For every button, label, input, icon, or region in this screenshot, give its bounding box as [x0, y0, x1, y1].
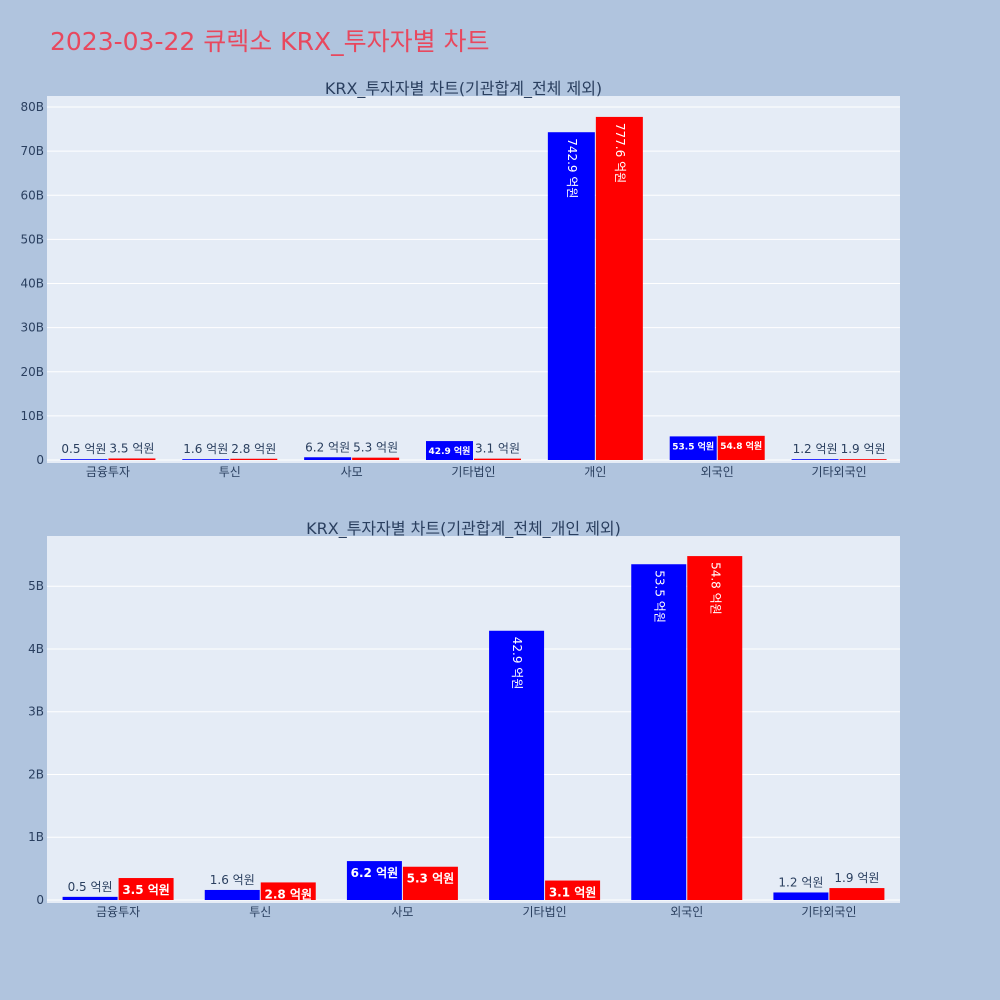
bar	[352, 457, 400, 460]
y-tick-label: 2B	[28, 767, 44, 781]
x-tick-label: 투신	[249, 905, 271, 919]
bar	[204, 889, 260, 900]
bar	[687, 556, 743, 900]
data-label: 3.1 억원	[475, 442, 520, 456]
x-tick-label: 개인	[584, 465, 606, 479]
data-label: 0.5 억원	[61, 442, 106, 456]
bar	[402, 866, 458, 900]
bar	[595, 116, 643, 460]
bar	[773, 892, 829, 900]
x-tick-label: 투신	[219, 465, 241, 479]
bar	[304, 457, 352, 460]
y-tick-label: 40B	[20, 277, 44, 291]
bar	[426, 441, 473, 460]
x-tick-label: 외국인	[701, 465, 734, 479]
bar	[118, 878, 174, 900]
y-tick-label: 5B	[28, 579, 44, 593]
bar	[547, 132, 595, 460]
data-label: 3.1 억원	[549, 886, 597, 900]
bar	[260, 882, 316, 900]
y-tick-label: 1B	[28, 830, 44, 844]
data-label: 1.9 억원	[841, 442, 886, 456]
data-label: 5.3 억원	[407, 872, 455, 886]
page-title: 2023-03-22 큐렉소 KRX_투자자별 차트	[50, 27, 490, 56]
x-tick-label: 기타외국인	[801, 905, 856, 919]
x-tick-label: 사모	[391, 905, 413, 919]
y-tick-label: 70B	[20, 144, 44, 158]
bar	[60, 459, 108, 460]
x-tick-label: 기타법인	[522, 905, 566, 919]
data-label: 53.5 억원	[672, 440, 714, 452]
bar	[346, 861, 402, 900]
chart-title: KRX_투자자별 차트(기관합계_전체 제외)	[325, 79, 602, 99]
y-tick-label: 10B	[20, 409, 44, 423]
y-tick-label: 50B	[20, 232, 44, 246]
data-label: 42.9 억원	[510, 637, 524, 690]
bar	[182, 459, 230, 460]
y-tick-label: 3B	[28, 705, 44, 719]
bar	[108, 458, 156, 460]
y-tick-label: 0	[36, 453, 44, 467]
data-label: 1.9 억원	[834, 871, 879, 885]
plot-area	[47, 96, 900, 463]
x-tick-label: 사모	[341, 465, 363, 479]
data-label: 5.3 억원	[353, 441, 398, 455]
bar	[669, 436, 717, 460]
plot-area	[47, 536, 900, 903]
data-label: 42.9 억원	[429, 445, 471, 457]
data-label: 1.6 억원	[183, 442, 228, 456]
bar	[474, 458, 521, 460]
data-label: 2.8 억원	[264, 887, 312, 901]
chart-top: 0 10B 20B 30B 40B 50B 60B 70B 80B KRX_투자자별 차트(기관합…	[20, 79, 900, 479]
data-label: 6.2 억원	[351, 866, 399, 880]
y-tick-label: 4B	[28, 642, 44, 656]
x-tick-label: 외국인	[670, 905, 703, 919]
bar	[489, 630, 545, 900]
data-label: 3.5 억원	[109, 441, 154, 455]
data-label: 1.2 억원	[793, 442, 838, 456]
x-tick-label: 금융투자	[86, 465, 130, 479]
y-tick-label: 30B	[20, 321, 44, 335]
bar	[791, 459, 839, 460]
x-tick-label: 기타법인	[451, 465, 495, 479]
data-label: 53.5 억원	[652, 570, 666, 623]
data-label: 777.6 억원	[613, 123, 627, 183]
chart-bottom: 0 1B 2B 3B 4B 5B KRX_투자자별 차트(기관합계_전체_개인 제외) 금융투…	[28, 519, 900, 919]
bar	[631, 564, 687, 900]
x-tick-label: 기타외국인	[811, 465, 866, 479]
x-tick-label: 금융투자	[96, 905, 140, 919]
y-tick-label: 80B	[20, 100, 44, 114]
y-tick-label: 20B	[20, 365, 44, 379]
bar	[230, 458, 278, 460]
y-tick-label: 0	[36, 893, 44, 907]
data-label: 54.8 억원	[720, 440, 762, 452]
chart-title: KRX_투자자별 차트(기관합계_전체_개인 제외)	[306, 519, 621, 539]
bar	[839, 459, 887, 460]
data-label: 2.8 억원	[231, 442, 276, 456]
y-tick-label: 60B	[20, 188, 44, 202]
bar	[829, 888, 885, 900]
bar	[545, 880, 601, 900]
bar	[717, 435, 765, 460]
data-label: 1.6 억원	[210, 873, 255, 887]
data-label: 6.2 억원	[305, 440, 350, 454]
data-label: 54.8 억원	[708, 562, 722, 615]
data-label: 0.5 억원	[68, 880, 113, 894]
data-label: 1.2 억원	[778, 875, 823, 889]
data-label: 742.9 억원	[565, 138, 579, 198]
data-label: 3.5 억원	[122, 883, 170, 897]
bar	[62, 896, 118, 900]
